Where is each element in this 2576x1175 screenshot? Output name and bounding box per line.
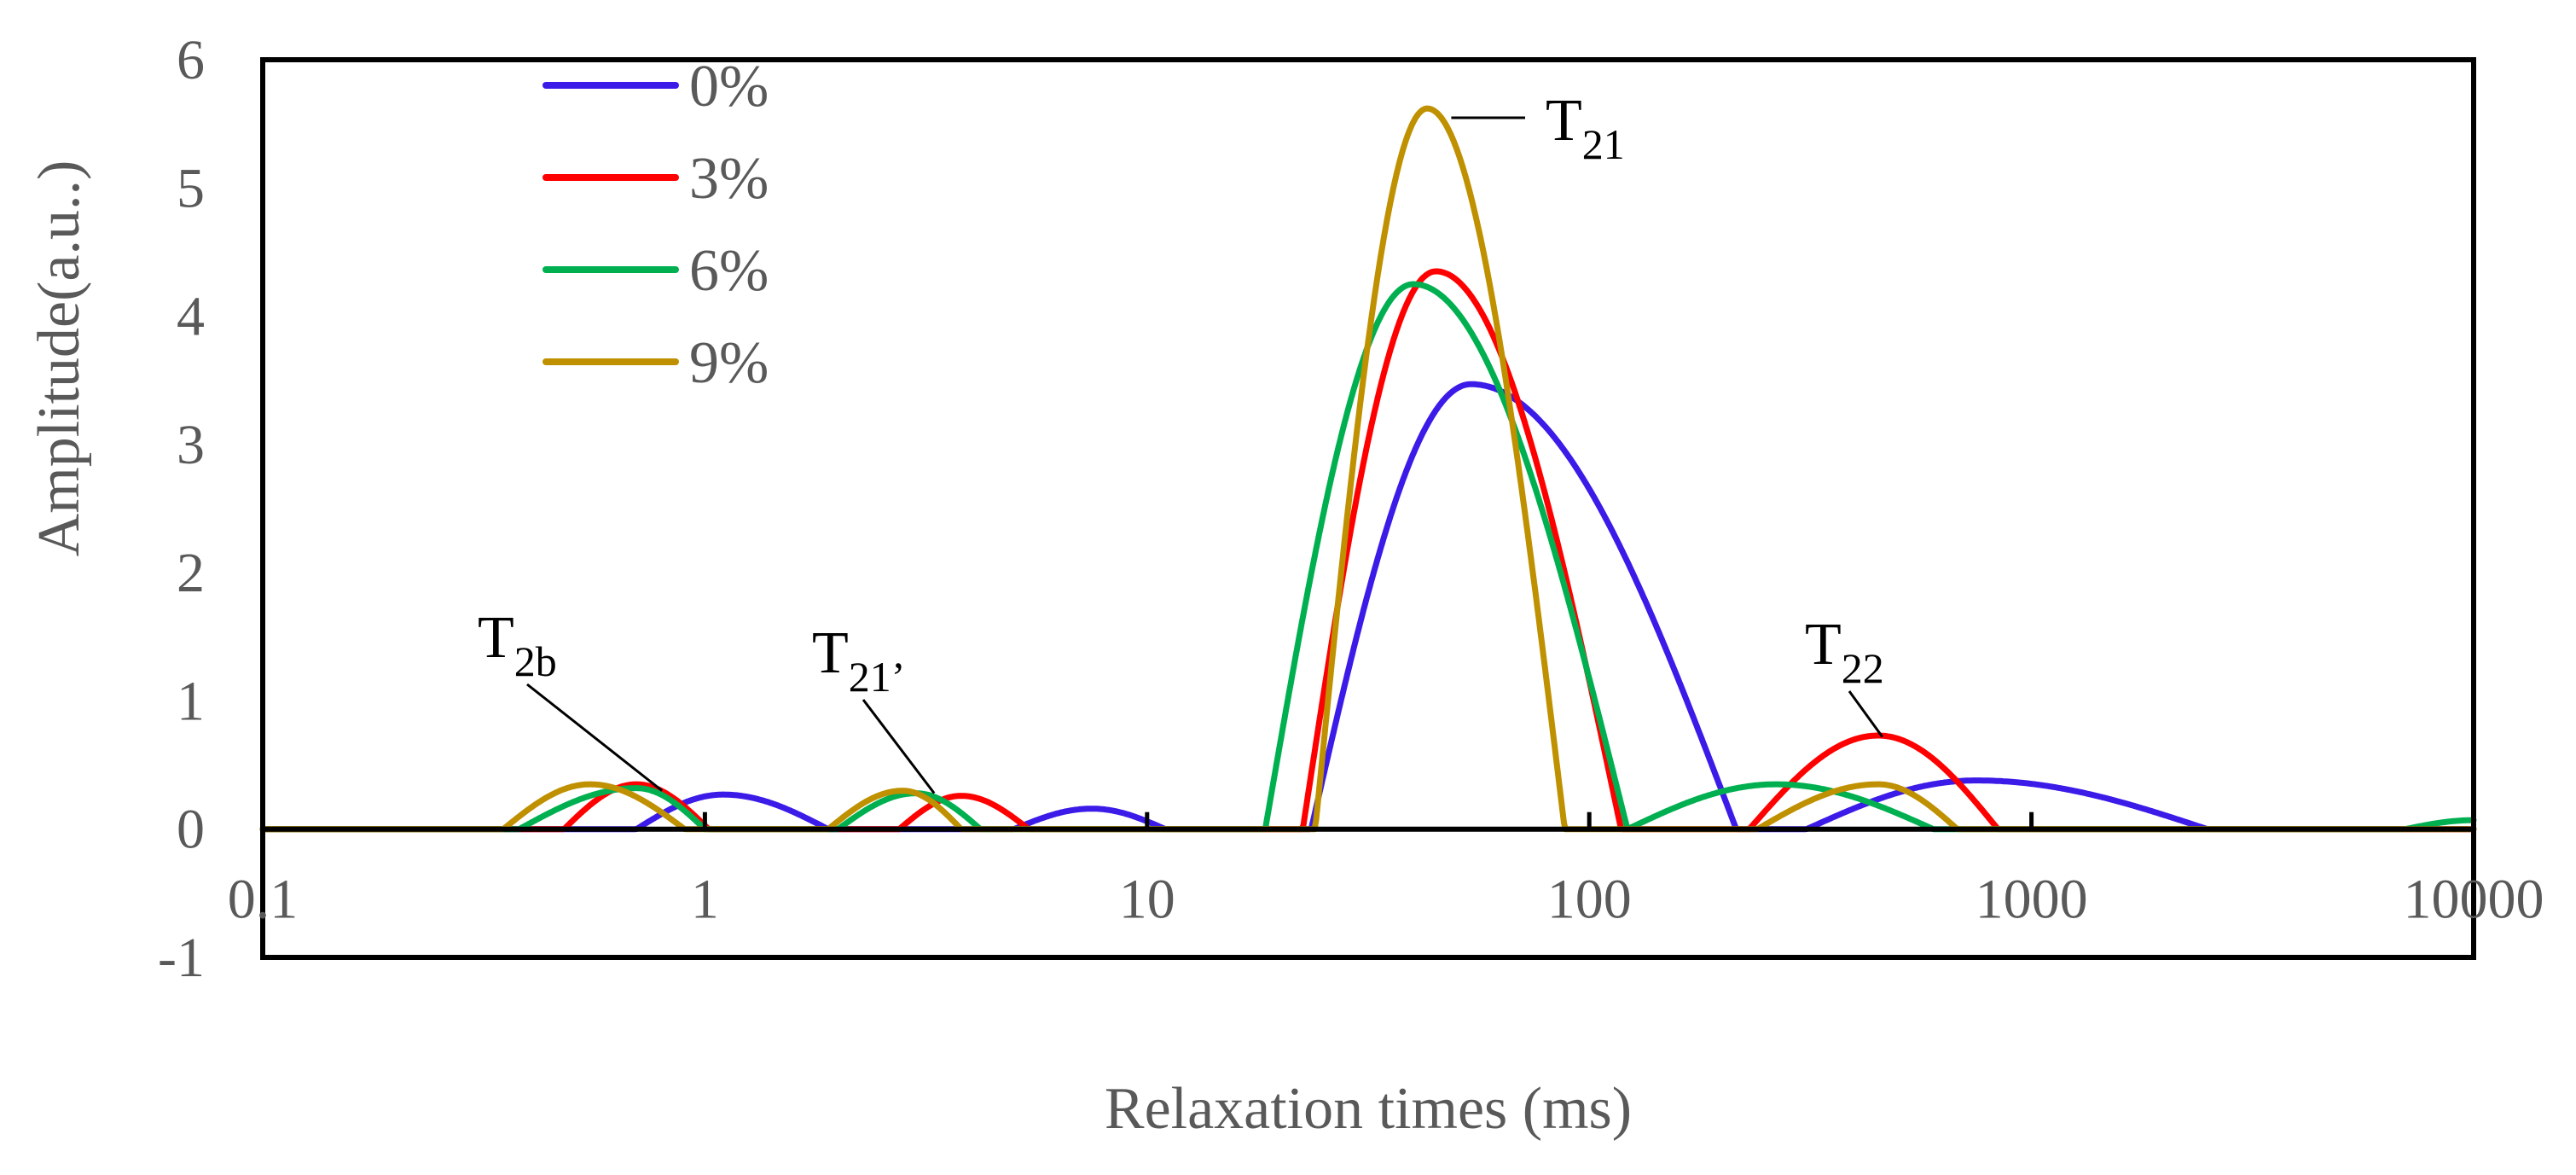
x-tick-labels: 0.1 1 10 100 1000 10000 bbox=[228, 869, 2544, 931]
annotation-leader-3 bbox=[1848, 690, 1883, 738]
peak-annotations: T2b T21’ T21 T22 bbox=[478, 88, 1884, 794]
x-tick-marks bbox=[260, 811, 2476, 829]
annotation-leader-0 bbox=[526, 683, 664, 792]
x-tick-label-1: 1 bbox=[691, 869, 719, 931]
annotation-leader-1 bbox=[862, 699, 936, 794]
y-tick-label-4: 3 bbox=[177, 414, 205, 476]
y-tick-labels: -1 0 1 2 3 4 5 6 bbox=[158, 29, 205, 989]
legend-label-2: 6% bbox=[689, 238, 769, 304]
y-tick-label-6: 5 bbox=[177, 157, 205, 219]
x-tick-label-3: 100 bbox=[1547, 869, 1632, 931]
annotation-label-3: T22 bbox=[1805, 612, 1884, 692]
x-axis-title: Relaxation times (ms) bbox=[1105, 1076, 1632, 1142]
annotation-label-0: T2b bbox=[478, 605, 557, 685]
x-tick-label-4: 1000 bbox=[1976, 869, 2088, 931]
x-tick-label-0: 0.1 bbox=[228, 869, 299, 931]
annotation-label-1: T21’ bbox=[812, 620, 905, 701]
annotation-label-2: T21 bbox=[1546, 88, 1625, 168]
y-tick-label-3: 2 bbox=[177, 542, 205, 604]
x-tick-label-2: 10 bbox=[1119, 869, 1175, 931]
y-tick-label-5: 4 bbox=[177, 286, 205, 348]
plot-area-frame bbox=[260, 57, 2476, 960]
y-tick-label-7: 6 bbox=[177, 29, 205, 91]
series-line-2 bbox=[259, 281, 2477, 833]
series-line-3 bbox=[259, 105, 2477, 833]
y-tick-label-0: -1 bbox=[158, 927, 205, 989]
legend: 0% 3% 6% 9% bbox=[542, 54, 769, 396]
legend-label-1: 3% bbox=[689, 146, 769, 212]
series-layer bbox=[259, 105, 2477, 833]
legend-label-3: 9% bbox=[689, 330, 769, 396]
legend-label-0: 0% bbox=[689, 54, 769, 119]
y-tick-label-2: 1 bbox=[177, 670, 205, 732]
y-tick-label-1: 0 bbox=[177, 799, 205, 861]
y-axis-title: Amplitude(a.u..) bbox=[26, 160, 92, 557]
x-tick-label-5: 10000 bbox=[2404, 869, 2544, 931]
